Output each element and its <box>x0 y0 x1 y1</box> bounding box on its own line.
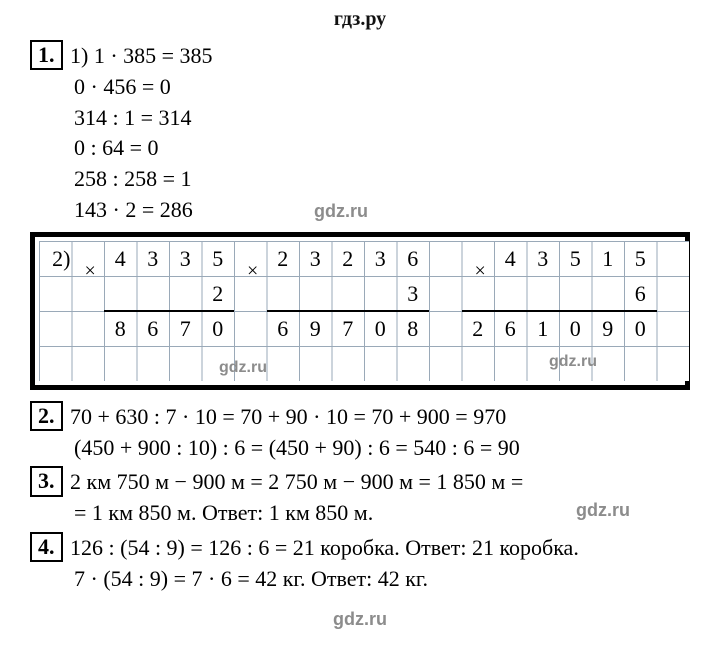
mult-2-factor: 6 <box>624 276 657 311</box>
problem-3-line-1: = 1 км 850 м. Ответ: 1 км 850 м. <box>74 500 373 525</box>
mult-1-result-digit: 8 <box>397 311 430 346</box>
problem-1-eq-5: 143 · 2 = 286 <box>74 197 193 222</box>
problem-3-number: 3. <box>30 466 63 496</box>
mult-1-sign: × <box>247 260 258 283</box>
mult-0-top-digit: 3 <box>137 241 170 276</box>
page: гдз.ру 1. 1) 1 · 385 = 385 0 · 456 = 0 3… <box>0 0 720 650</box>
mult-0-top-digit: 3 <box>169 241 202 276</box>
watermark-grid-2: gdz.ru <box>549 353 597 371</box>
mult-1-result-digit: 9 <box>299 311 332 346</box>
mult-1-top-digit: 6 <box>397 241 430 276</box>
mult-0-result-digit: 7 <box>169 311 202 346</box>
long-mult-grid: 2) gdz.ru gdz.ru 4335×2867023236×3697084… <box>39 241 689 381</box>
problem-1: 1. 1) 1 · 385 = 385 0 · 456 = 0 314 : 1 … <box>30 41 690 226</box>
problem-4-line-1: 7 · (54 : 9) = 7 · 6 = 42 кг. Ответ: 42 … <box>74 564 690 595</box>
problem-4-number: 4. <box>30 532 63 562</box>
problem-1-eq-0: 1 · 385 = 385 <box>94 43 213 68</box>
mult-2-top-digit: 5 <box>624 241 657 276</box>
mult-0-top-digit: 4 <box>104 241 137 276</box>
problem-2: 2. 70 + 630 : 7 · 10 = 70 + 90 · 10 = 70… <box>30 402 690 464</box>
mult-1-top-digit: 2 <box>267 241 300 276</box>
mult-2-result-digit: 1 <box>527 311 560 346</box>
problem-1-eq-4: 258 : 258 = 1 <box>74 164 690 195</box>
mult-2-sign: × <box>475 260 486 283</box>
watermark-grid-1: gdz.ru <box>219 359 267 377</box>
mult-2-top-digit: 5 <box>559 241 592 276</box>
mult-1-result-digit: 6 <box>267 311 300 346</box>
mult-2-top-digit: 1 <box>592 241 625 276</box>
mult-2-result-digit: 6 <box>494 311 527 346</box>
mult-1-factor: 3 <box>397 276 430 311</box>
mult-2-top-digit: 4 <box>494 241 527 276</box>
grid-frame: 2) gdz.ru gdz.ru 4335×2867023236×3697084… <box>30 232 690 390</box>
problem-4: 4. 126 : (54 : 9) = 126 : 6 = 21 коробка… <box>30 533 690 595</box>
mult-1-result-digit: 0 <box>364 311 397 346</box>
mult-2-top-digit: 3 <box>527 241 560 276</box>
watermark-p3: gdz.ru <box>576 498 630 523</box>
problem-1-part1-label: 1) <box>70 43 88 68</box>
problem-1-number: 1. <box>30 40 63 70</box>
mult-2-result-digit: 2 <box>462 311 495 346</box>
problem-2-number: 2. <box>30 401 63 431</box>
problem-1-part2-label: 2) <box>45 241 78 276</box>
problem-1-eq-3: 0 : 64 = 0 <box>74 133 690 164</box>
site-title: гдз.ру <box>30 8 690 31</box>
problem-4-line-0: 126 : (54 : 9) = 126 : 6 = 21 коробка. О… <box>70 535 579 560</box>
mult-0-result-digit: 8 <box>104 311 137 346</box>
problem-3: 3. 2 км 750 м − 900 м = 2 750 м − 900 м … <box>30 467 690 529</box>
mult-2-result-digit: 9 <box>592 311 625 346</box>
mult-2-result-digit: 0 <box>624 311 657 346</box>
mult-0-factor: 2 <box>202 276 235 311</box>
mult-2-result-digit: 0 <box>559 311 592 346</box>
problem-2-line-1: (450 + 900 : 10) : 6 = (450 + 90) : 6 = … <box>74 433 690 464</box>
mult-0-top-digit: 5 <box>202 241 235 276</box>
problem-1-eq-2: 314 : 1 = 314 <box>74 103 690 134</box>
mult-0-result-digit: 6 <box>137 311 170 346</box>
mult-1-top-digit: 3 <box>364 241 397 276</box>
watermark-bottom: gdz.ru <box>30 609 690 630</box>
problem-1-eq-1: 0 · 456 = 0 <box>74 72 690 103</box>
mult-1-top-digit: 2 <box>332 241 365 276</box>
mult-1-top-digit: 3 <box>299 241 332 276</box>
mult-0-result-digit: 0 <box>202 311 235 346</box>
problem-3-line-0: 2 км 750 м − 900 м = 2 750 м − 900 м = 1… <box>70 469 523 494</box>
mult-0-sign: × <box>85 260 96 283</box>
problem-2-line-0: 70 + 630 : 7 · 10 = 70 + 90 · 10 = 70 + … <box>70 404 506 429</box>
watermark-mid: gdz.ru <box>314 199 368 224</box>
mult-1-result-digit: 7 <box>332 311 365 346</box>
